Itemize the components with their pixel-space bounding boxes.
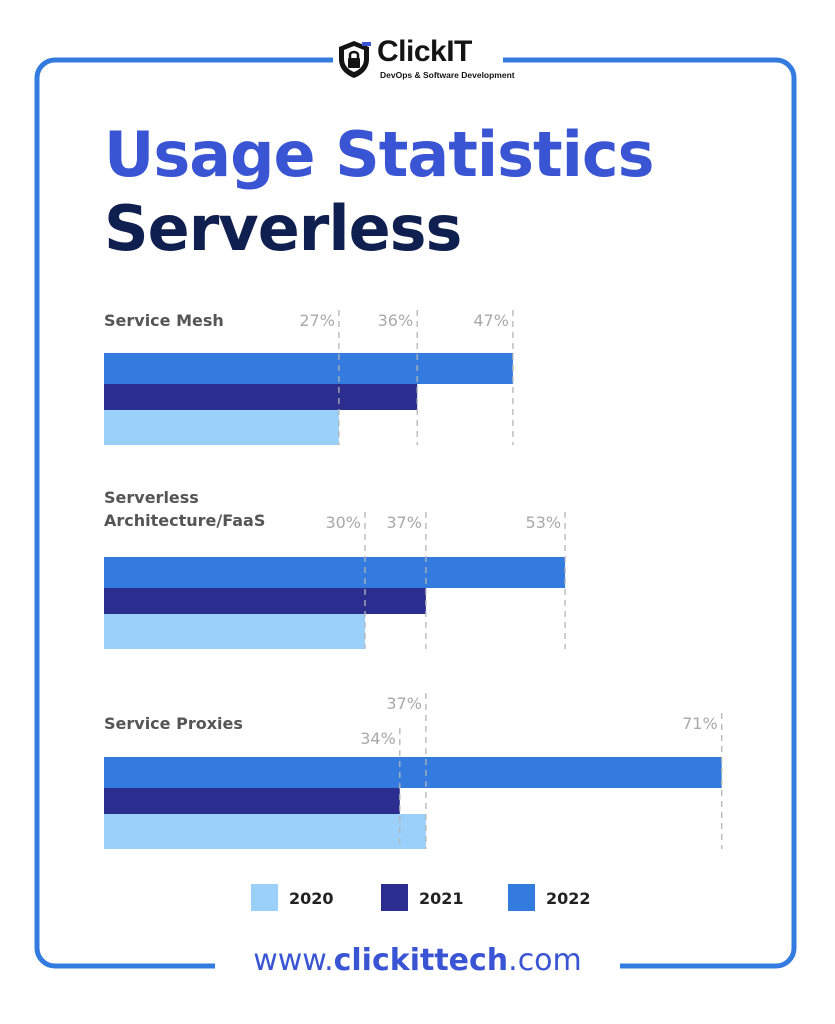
bar-2020: [104, 814, 426, 849]
shield-lock-icon: [339, 41, 371, 78]
bar-2022: [104, 557, 566, 588]
bar-2021: [104, 588, 426, 614]
legend-label-2020: 2020: [289, 889, 334, 908]
brand-logo: ClickIT DevOps & Software Development: [333, 35, 515, 83]
legend-label-2021: 2021: [419, 889, 464, 908]
footer-url[interactable]: www.clickittech.com: [0, 943, 835, 978]
bar-2022: [104, 757, 722, 788]
brand-name: ClickIT: [377, 35, 472, 68]
bar-2021: [104, 384, 418, 410]
value-label: 53%: [526, 513, 562, 532]
value-label: 37%: [386, 513, 422, 532]
footer-url-prefix: www.: [253, 943, 334, 978]
brand-tagline: DevOps & Software Development: [380, 70, 515, 80]
category-label: Service Proxies: [104, 714, 243, 733]
category-label: Architecture/FaaS: [104, 511, 265, 530]
value-label: 34%: [360, 729, 396, 748]
value-label: 71%: [682, 714, 718, 733]
bar-2020: [104, 410, 339, 445]
legend-swatch-2021: [381, 884, 408, 911]
legend-label-2022: 2022: [546, 889, 591, 908]
category-label: Service Mesh: [104, 311, 224, 330]
value-label: 37%: [386, 694, 422, 713]
footer-url-suffix: .com: [508, 943, 582, 978]
page-subtitle: Serverless: [104, 192, 462, 265]
value-label: 36%: [378, 311, 414, 330]
legend-swatch-2020: [251, 884, 278, 911]
bar-2020: [104, 614, 365, 649]
page-title: Usage Statistics: [104, 118, 655, 191]
bar-2022: [104, 353, 513, 384]
value-label: 27%: [299, 311, 335, 330]
category-label: Serverless: [104, 488, 199, 507]
bar-2021: [104, 788, 400, 814]
value-label: 47%: [473, 311, 509, 330]
legend-swatch-2022: [508, 884, 535, 911]
footer-url-domain: clickittech: [333, 943, 509, 978]
value-label: 30%: [325, 513, 361, 532]
footer-mask: [215, 944, 620, 988]
